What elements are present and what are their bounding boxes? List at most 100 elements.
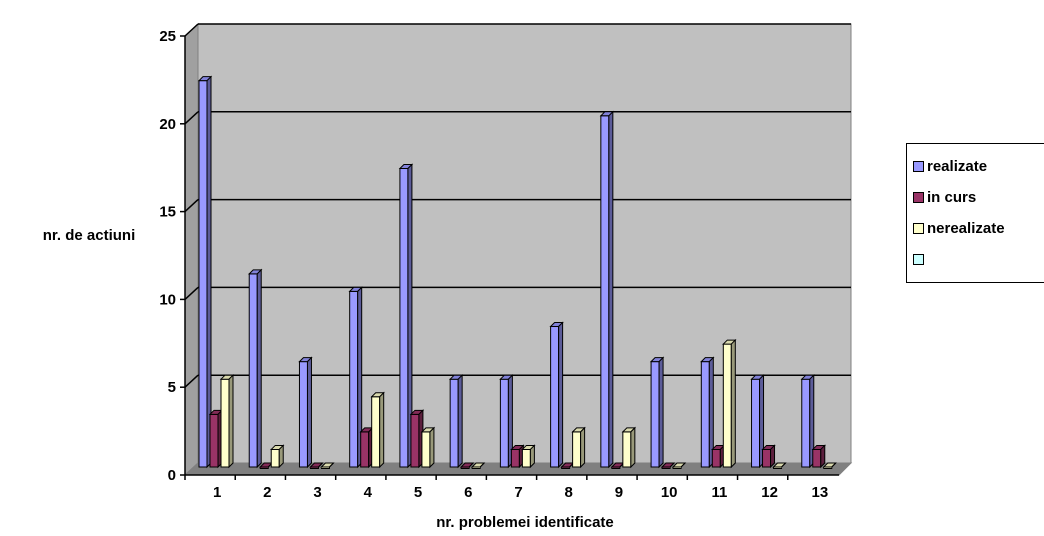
bar-side	[580, 426, 586, 469]
bar-in-curs-10	[660, 462, 676, 469]
bar-side	[630, 426, 636, 469]
legend-swatch-realizate	[913, 160, 924, 172]
bar-nerealizate-10	[671, 462, 687, 469]
bar-side	[781, 462, 786, 468]
bar-nerealizate-7	[521, 444, 536, 469]
bar-in-curs-5	[409, 409, 425, 469]
bar-realizate-2	[248, 268, 263, 469]
axes	[184, 36, 839, 476]
legend-item-nerealizate: nerealizate	[913, 219, 1005, 237]
bar-front	[812, 448, 822, 468]
bar-front	[410, 413, 420, 468]
x-tick-label: 10	[661, 484, 678, 501]
legend-item-in-curs: in curs	[913, 188, 976, 206]
bar-realizate-1	[197, 75, 213, 469]
bar-side	[318, 462, 323, 468]
bar-realizate-11	[700, 356, 715, 469]
bar-in-curs-12	[761, 444, 776, 469]
x-tick-label: 3	[313, 484, 321, 501]
y-tick-label: 15	[159, 204, 176, 221]
bar-front	[360, 431, 370, 468]
bar-side	[658, 356, 664, 469]
bar-nerealizate-6	[470, 462, 486, 469]
bar-front	[722, 343, 732, 468]
x-tick-label: 7	[514, 484, 522, 501]
bar-in-curs-4	[359, 426, 374, 469]
bar-in-curs-6	[459, 462, 475, 469]
bar-side	[770, 444, 776, 469]
gridline-depth	[184, 286, 199, 300]
y-tick-label: 25	[159, 28, 176, 45]
bar-side	[831, 462, 837, 468]
bar-front	[711, 448, 721, 468]
bar-front	[298, 361, 308, 468]
bar-realizate-13	[800, 373, 815, 469]
bar-side	[608, 110, 614, 469]
bar-in-curs-7	[510, 444, 525, 469]
bar-front	[349, 290, 359, 468]
bar-front	[510, 448, 520, 468]
x-tick-label: 5	[414, 484, 422, 501]
legend-label-nerealizate: nerealizate	[927, 219, 1005, 237]
bar-nerealizate-9	[621, 426, 637, 469]
bar-realizate-12	[750, 373, 765, 469]
bar-side	[278, 444, 284, 469]
bar-front	[209, 413, 219, 468]
bar-side	[457, 373, 463, 469]
bar-front	[248, 273, 258, 468]
side-wall	[184, 22, 199, 477]
x-tick-label: 2	[263, 484, 271, 501]
bar-side	[256, 268, 262, 469]
legend-swatch-nerealizate	[913, 222, 924, 234]
bar-in-curs-11	[711, 444, 726, 469]
gridline-depth	[184, 111, 199, 125]
bar-front	[700, 361, 710, 468]
x-tick-label: 13	[812, 484, 829, 501]
bar-nerealizate-12	[772, 462, 787, 469]
bar-side	[468, 462, 474, 468]
bar-side	[529, 444, 535, 469]
bar-nerealizate-3	[320, 462, 335, 469]
bar-front	[449, 378, 459, 468]
y-tick-label: 0	[168, 467, 176, 484]
bar-front	[550, 326, 560, 468]
y-tick-label: 10	[159, 291, 176, 308]
bar-side	[228, 373, 234, 469]
bar-front	[762, 448, 772, 468]
bar-front	[751, 378, 761, 468]
bar-nerealizate-11	[722, 338, 737, 469]
bar-side	[730, 338, 736, 469]
bar-realizate-9	[599, 110, 615, 469]
bar-front	[220, 378, 230, 468]
bar-side	[306, 356, 312, 469]
gridline-depth	[184, 23, 199, 37]
x-axis-title: nr. problemei identificate	[436, 514, 614, 531]
bar-front	[371, 396, 381, 468]
bar-front	[801, 378, 811, 468]
bar-front	[399, 167, 409, 468]
bar-side	[479, 462, 485, 468]
bar-front	[600, 115, 610, 468]
gridline-depth	[184, 199, 199, 213]
bar-front	[499, 378, 509, 468]
x-tick-label: 8	[565, 484, 573, 501]
bar-side	[429, 426, 435, 469]
y-tick-label: 5	[168, 379, 176, 396]
bar-side	[820, 444, 826, 469]
bar-realizate-8	[549, 321, 564, 469]
bar-side	[329, 462, 334, 468]
bar-front	[270, 448, 280, 468]
y-axis-title: nr. de actiuni	[43, 227, 136, 244]
bar-nerealizate-8	[571, 426, 586, 469]
x-tick-label: 9	[615, 484, 623, 501]
bar-front	[622, 431, 632, 468]
bar-front	[650, 361, 660, 468]
bar-nerealizate-13	[822, 462, 837, 469]
bar-nerealizate-2	[270, 444, 285, 469]
legend-item-series-4	[913, 250, 927, 268]
legend-swatch-in-curs	[913, 191, 924, 203]
bar-front	[198, 80, 208, 468]
bar-in-curs-2	[259, 462, 274, 469]
